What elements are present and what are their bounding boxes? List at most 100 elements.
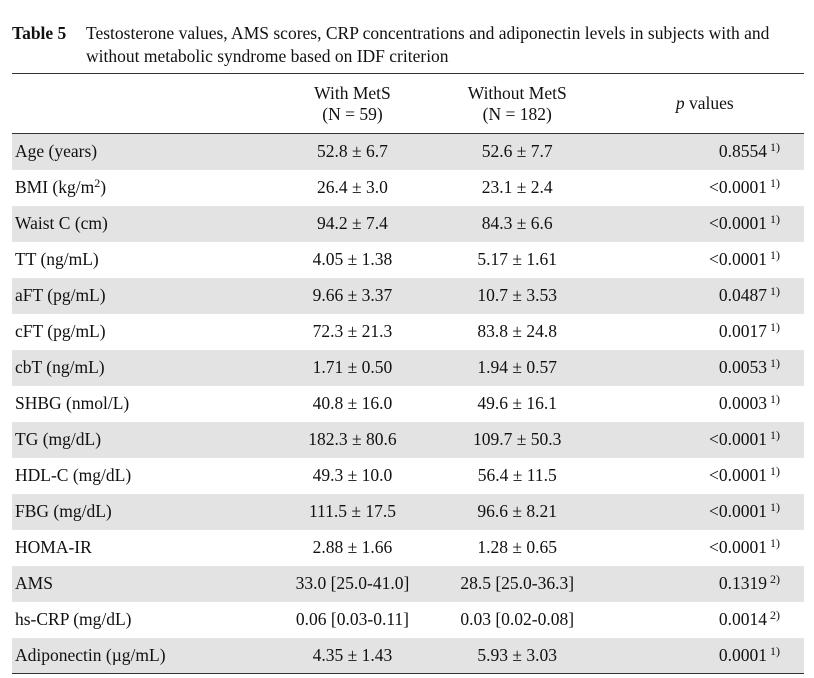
row-label: cFT (pg/mL) (12, 314, 275, 350)
p-value-footnote: 1) (770, 320, 780, 334)
row-label-text: TG (mg/dL) (15, 429, 102, 449)
p-value-text: 0.8554 (718, 141, 767, 162)
p-value-text: 0.0003 (718, 393, 767, 413)
row-label-text: aFT (pg/mL) (15, 285, 106, 305)
cell-with-mets: 4.35 ± 1.43 (312, 644, 393, 665)
cell-with-mets: 52.8 ± 6.7 (317, 141, 388, 162)
table-caption-text: Testosterone values, AMS scores, CRP con… (86, 23, 770, 66)
row-label: TT (ng/mL) (12, 242, 275, 278)
cell-without-mets: 56.4 ± 11.5 (477, 465, 557, 485)
header-without-mets-n: (N = 182) (482, 103, 552, 124)
cell-without-mets: 1.28 ± 0.65 (477, 537, 558, 557)
row-label-text: hs-CRP (mg/dL) (15, 609, 132, 629)
row-label: cbT (ng/mL) (12, 350, 275, 386)
table-row: Adiponectin (µg/mL) 4.35 ± 1.43 5.93 ± 3.0… (12, 637, 804, 674)
row-label-text: BMI (kg/m (15, 177, 95, 197)
p-value-text: 0.1319 (718, 573, 767, 593)
p-value-footnote: 1) (770, 356, 780, 370)
p-value-text: 0.0487 (718, 285, 767, 305)
cell-without-mets: 96.6 ± 8.21 (477, 501, 558, 521)
row-label: FBG (mg/dL) (12, 494, 275, 530)
cell-p-value: 0.0001 1) (605, 638, 804, 674)
table-body: Age (years) 52.8 ± 6.7 52.6 ± 7.7 0.8554 1) B… (12, 133, 804, 674)
header-without-mets: Without MetS (N = 182) (430, 74, 605, 134)
row-label: SHBG (nmol/L) (12, 386, 275, 422)
p-value-text: <0.0001 (709, 177, 767, 197)
table-header: With MetS (N = 59) Without MetS (N = 182… (12, 73, 804, 134)
header-without-mets-title: Without MetS (467, 82, 567, 103)
data-table: With MetS (N = 59) Without MetS (N = 182… (12, 73, 804, 674)
cell-p-value: <0.0001 1) (605, 242, 804, 278)
row-label: Waist C (cm) (12, 206, 275, 242)
cell-with-mets: 26.4 ± 3.0 (317, 177, 388, 197)
p-value-footnote: 1) (770, 536, 780, 550)
table-row: BMI (kg/m2) 26.4 ± 3.0 23.1 ± 2.4 <0.0001 1) (12, 170, 804, 206)
row-label-text: Adiponectin (µg/mL) (15, 644, 166, 665)
p-value-text: <0.0001 (709, 213, 767, 233)
cell-with-mets: 4.05 ± 1.38 (312, 249, 393, 269)
cell-with-mets: 0.06 [0.03-0.11] (295, 609, 410, 629)
cell-p-value: 0.0487 1) (605, 278, 804, 314)
p-value-footnote: 1) (770, 176, 780, 190)
row-label: hs-CRP (mg/dL) (12, 602, 275, 638)
table-row: FBG (mg/dL) 111.5 ± 17.5 96.6 ± 8.21 <0.000… (12, 493, 804, 530)
p-value-footnote: 2) (770, 608, 780, 622)
row-label: BMI (kg/m2) (12, 170, 275, 206)
p-value-footnote: 1) (770, 140, 780, 155)
p-value-text: <0.0001 (709, 249, 767, 269)
row-label: AMS (12, 566, 275, 602)
p-value-footnote: 1) (770, 428, 780, 442)
p-value-text: 0.0017 (718, 321, 767, 341)
row-label-text: Age (years) (15, 141, 98, 162)
header-row: With MetS (N = 59) Without MetS (N = 182… (12, 74, 804, 134)
cell-without-mets: 109.7 ± 50.3 (473, 429, 562, 449)
p-value-footnote: 1) (770, 248, 780, 262)
p-value-text: <0.0001 (709, 429, 767, 449)
row-label: aFT (pg/mL) (12, 278, 275, 314)
header-p-values: p values (605, 74, 804, 134)
p-value-footnote: 1) (770, 464, 780, 478)
header-with-mets-title: With MetS (314, 82, 391, 103)
cell-p-value: 0.0017 1) (605, 314, 804, 350)
header-with-mets: With MetS (N = 59) (275, 74, 430, 134)
table-row: hs-CRP (mg/dL) 0.06 [0.03-0.11] 0.03 [0.02… (12, 602, 804, 638)
p-value-footnote: 1) (770, 392, 780, 406)
p-value-text: 0.0001 (718, 644, 767, 665)
p-value-text: <0.0001 (709, 465, 767, 485)
cell-without-mets: 52.6 ± 7.7 (481, 141, 553, 162)
p-value-footnote: 1) (770, 643, 780, 658)
cell-with-mets: 40.8 ± 16.0 (312, 393, 393, 413)
row-label-text: cFT (pg/mL) (15, 321, 106, 341)
row-label: HOMA-IR (12, 530, 275, 566)
cell-p-value: <0.0001 1) (605, 206, 804, 242)
cell-with-mets: 72.3 ± 21.3 (312, 321, 393, 341)
cell-without-mets: 5.17 ± 1.61 (477, 249, 558, 269)
cell-p-value: <0.0001 1) (605, 458, 804, 494)
cell-with-mets: 49.3 ± 10.0 (312, 465, 393, 485)
p-value-text: <0.0001 (709, 501, 767, 521)
table-container: With MetS (N = 59) Without MetS (N = 182… (12, 73, 804, 674)
cell-p-value: 0.8554 1) (605, 134, 804, 170)
p-value-text: 0.0053 (718, 357, 767, 377)
cell-without-mets: 10.7 ± 3.53 (477, 285, 558, 305)
cell-p-value: <0.0001 1) (605, 530, 804, 566)
cell-with-mets: 1.71 ± 0.50 (312, 357, 393, 377)
cell-without-mets: 0.03 [0.02-0.08] (460, 609, 575, 629)
row-label-end: ) (100, 177, 107, 197)
cell-without-mets: 5.93 ± 3.03 (477, 644, 558, 665)
row-label-text: cbT (ng/mL) (15, 357, 105, 377)
cell-with-mets: 182.3 ± 80.6 (308, 429, 397, 449)
row-label-text: TT (ng/mL) (15, 249, 99, 269)
table-row: TG (mg/dL) 182.3 ± 80.6 109.7 ± 50.3 <0.000… (12, 421, 804, 458)
row-label-superscript: 2 (94, 176, 101, 190)
header-label-cell (12, 74, 275, 134)
table-row: Waist C (cm) 94.2 ± 7.4 84.3 ± 6.6 <0.0001 1… (12, 205, 804, 242)
table-row: SHBG (nmol/L) 40.8 ± 16.0 49.6 ± 16.1 0.000… (12, 386, 804, 422)
row-label: Age (years) (12, 134, 275, 170)
p-value-footnote: 1) (770, 500, 780, 514)
row-label: TG (mg/dL) (12, 422, 275, 458)
p-value-footnote: 1) (770, 212, 780, 226)
cell-without-mets: 28.5 [25.0-36.3] (460, 573, 575, 593)
row-label: HDL-C (mg/dL) (12, 458, 275, 494)
row-label-text: HOMA-IR (15, 537, 92, 557)
